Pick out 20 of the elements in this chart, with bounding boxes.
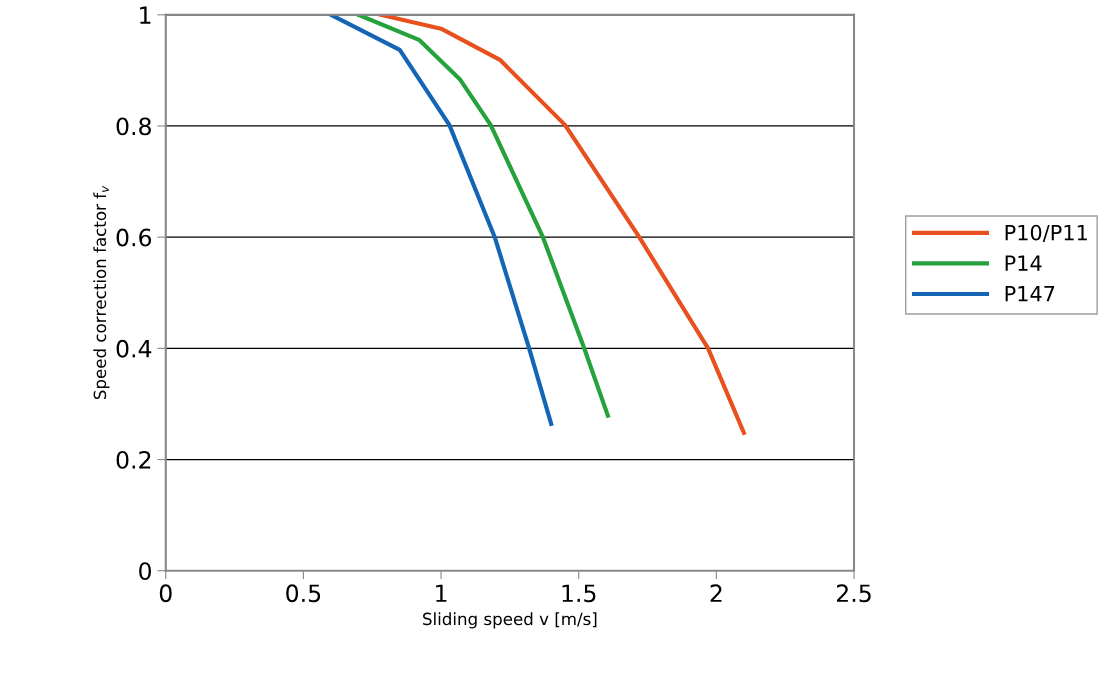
legend-label: P147 (1005, 286, 1055, 302)
legend-label: P10/P11 (1005, 224, 1087, 243)
x-tick-label: 2 (710, 584, 722, 602)
x-tick-label: 0 (159, 584, 172, 603)
y-tick-label: 0.8 (116, 117, 151, 136)
x-tick-label: 2.5 (836, 584, 871, 603)
legend-label: P14 (1005, 255, 1042, 271)
line-series (328, 14, 554, 427)
y-tick-label: 0.4 (116, 339, 152, 358)
y-tick-label: 1 (140, 6, 151, 24)
line-series (378, 14, 746, 435)
line-series (356, 14, 610, 418)
y-tick-label: 0.6 (116, 228, 152, 247)
x-axis-title: Sliding speed v [m/s] (423, 612, 597, 629)
x-tick-label: 0.5 (286, 584, 321, 603)
y-tick-label: 0.2 (116, 450, 151, 469)
x-tick-label: 1.5 (562, 584, 596, 603)
x-tick-label: 1 (436, 584, 447, 602)
y-tick-label: 0 (139, 562, 151, 581)
y-axis-title: Speed correction factor f$_{v}$ (93, 185, 110, 400)
